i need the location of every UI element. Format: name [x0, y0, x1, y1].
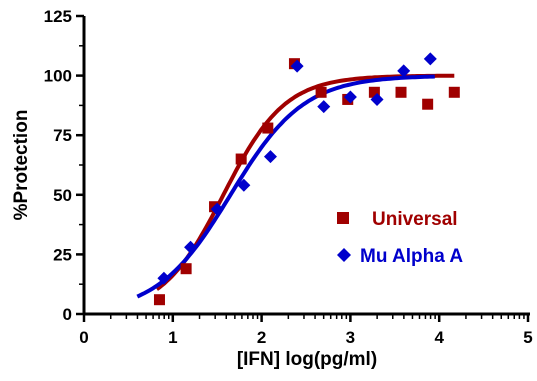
fit-curve-series-1	[136, 74, 435, 299]
data-point-series-1	[317, 100, 331, 114]
x-tick-label: 0	[79, 328, 88, 347]
legend-item-mu-alpha-a: Mu Alpha A	[337, 246, 463, 267]
y-tick-label: 75	[53, 126, 72, 145]
data-point-series-1	[184, 240, 198, 254]
y-tick-label: 0	[63, 305, 72, 324]
data-point-series-0	[153, 294, 165, 306]
axis-ticks	[76, 14, 530, 322]
data-point-series-0	[262, 122, 274, 134]
x-tick-label: 3	[346, 328, 355, 347]
y-tick-label: 25	[53, 245, 72, 264]
y-tick-label: 50	[53, 186, 72, 205]
data-point-series-1	[263, 150, 277, 164]
data-point-series-0	[315, 86, 327, 98]
data-point-series-1	[237, 178, 251, 192]
data-point-series-1	[370, 92, 384, 106]
legend-label-universal: Universal	[372, 209, 458, 230]
x-tick-label: 2	[257, 328, 266, 347]
data-points	[153, 52, 460, 306]
data-point-series-1	[290, 59, 304, 73]
x-tick-label: 5	[523, 328, 532, 347]
data-point-series-0	[180, 263, 192, 275]
data-point-series-1	[397, 64, 411, 78]
data-point-series-0	[235, 153, 247, 165]
legend-item-universal: Universal	[337, 209, 458, 230]
x-tick-label: 1	[168, 328, 177, 347]
y-tick-label: 125	[44, 7, 72, 26]
x-axis-title: [IFN] log(pg/ml)	[237, 349, 377, 370]
data-point-series-1	[423, 52, 437, 66]
legend: Universal Mu Alpha A	[337, 209, 463, 267]
axes	[82, 16, 530, 316]
y-axis-title: %Protection	[11, 110, 32, 221]
legend-marker-universal	[337, 212, 349, 224]
legend-label-mu-alpha-a: Mu Alpha A	[360, 246, 463, 267]
x-tick-label: 4	[434, 328, 444, 347]
data-point-series-1	[343, 90, 357, 104]
data-point-series-1	[157, 271, 171, 285]
y-tick-label: 100	[44, 67, 72, 86]
data-point-series-1	[210, 202, 224, 216]
data-point-series-0	[368, 86, 380, 98]
data-point-series-0	[422, 98, 434, 110]
legend-marker-mu-alpha-a	[337, 248, 351, 262]
data-point-series-0	[395, 86, 407, 98]
data-point-series-0	[448, 86, 460, 98]
